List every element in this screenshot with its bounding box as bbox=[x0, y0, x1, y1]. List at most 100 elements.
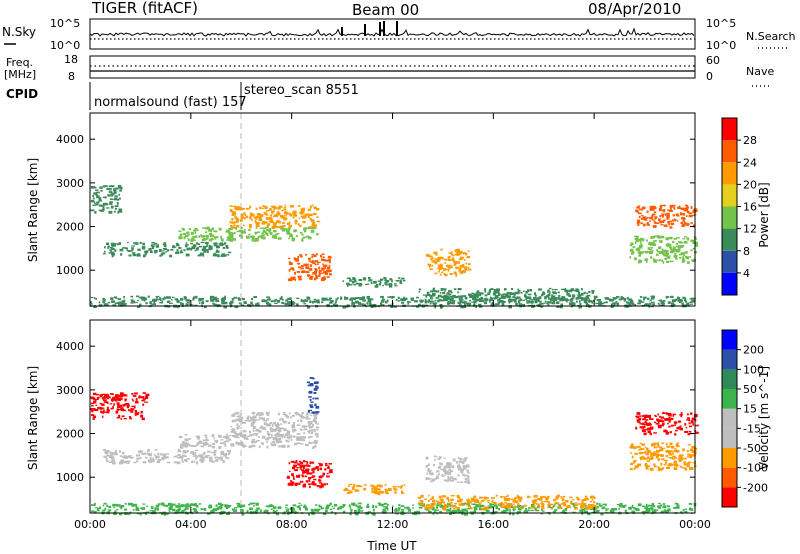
power-colorbar-label: Power [dB] bbox=[757, 182, 771, 247]
data-cell bbox=[468, 263, 471, 266]
data-cell bbox=[134, 410, 137, 412]
data-cell bbox=[312, 419, 317, 423]
data-cell bbox=[488, 506, 492, 509]
data-cell bbox=[322, 271, 326, 274]
data-cell bbox=[449, 293, 452, 296]
data-cell bbox=[552, 511, 556, 513]
data-cell bbox=[644, 421, 647, 424]
data-cell bbox=[214, 456, 219, 459]
data-cell bbox=[327, 258, 331, 262]
data-cell bbox=[312, 271, 315, 275]
data-cell bbox=[672, 240, 675, 244]
data-cell bbox=[595, 302, 599, 305]
data-cell bbox=[412, 504, 414, 506]
data-cell bbox=[437, 473, 440, 476]
data-cell bbox=[180, 504, 185, 507]
data-cell bbox=[483, 499, 486, 501]
data-cell bbox=[368, 302, 372, 306]
data-cell bbox=[110, 460, 114, 462]
data-cell bbox=[308, 259, 311, 262]
data-cell bbox=[106, 454, 110, 457]
data-cell bbox=[126, 249, 128, 252]
data-cell bbox=[414, 512, 418, 516]
data-cell bbox=[178, 237, 182, 240]
data-cell bbox=[306, 461, 309, 465]
data-cell bbox=[555, 496, 560, 499]
data-cell bbox=[226, 254, 230, 256]
data-cell bbox=[93, 297, 96, 300]
data-cell bbox=[429, 478, 433, 480]
data-cell bbox=[357, 505, 362, 509]
data-cell bbox=[274, 443, 277, 446]
data-cell bbox=[583, 300, 586, 302]
data-cell bbox=[227, 238, 232, 241]
data-cell bbox=[242, 435, 245, 438]
data-cell bbox=[243, 301, 247, 304]
data-cell bbox=[213, 303, 217, 306]
data-cell bbox=[96, 195, 100, 199]
data-cell bbox=[596, 502, 599, 505]
data-cell bbox=[259, 214, 264, 217]
data-cell bbox=[291, 426, 294, 428]
data-cell bbox=[318, 505, 322, 508]
data-cell bbox=[349, 512, 352, 516]
data-cell bbox=[438, 298, 442, 302]
data-cell bbox=[427, 299, 431, 303]
data-cell bbox=[670, 210, 673, 212]
data-cell bbox=[140, 512, 142, 516]
data-cell bbox=[318, 266, 321, 270]
data-cell bbox=[690, 303, 693, 305]
data-cell bbox=[316, 423, 319, 425]
data-cell bbox=[162, 250, 165, 252]
data-cell bbox=[225, 457, 230, 459]
data-cell bbox=[237, 206, 241, 208]
data-cell bbox=[252, 422, 255, 424]
data-cell bbox=[654, 235, 658, 237]
data-cell bbox=[579, 302, 582, 306]
colorbar-frame bbox=[721, 329, 738, 508]
data-cell bbox=[551, 295, 556, 299]
data-cell bbox=[290, 233, 292, 236]
colorbar-cell bbox=[722, 408, 737, 429]
data-cell bbox=[688, 422, 691, 425]
data-cell bbox=[278, 445, 282, 448]
data-cell bbox=[117, 504, 121, 506]
data-cell bbox=[461, 511, 465, 514]
data-cell bbox=[305, 468, 310, 471]
data-cell bbox=[123, 409, 126, 412]
data-cell bbox=[252, 429, 255, 432]
data-cell bbox=[301, 414, 303, 417]
data-cell bbox=[254, 433, 258, 436]
data-cell bbox=[694, 415, 698, 418]
data-cell bbox=[354, 489, 358, 492]
data-cell bbox=[387, 304, 392, 306]
data-cell bbox=[677, 248, 681, 252]
data-cell bbox=[654, 259, 656, 261]
data-cell bbox=[653, 242, 656, 245]
data-cell bbox=[381, 296, 384, 299]
data-cell bbox=[225, 244, 229, 247]
data-cell bbox=[678, 460, 682, 462]
data-cell bbox=[215, 299, 220, 302]
data-cell bbox=[298, 276, 301, 279]
data-cell bbox=[104, 502, 107, 505]
data-cell bbox=[111, 253, 115, 256]
data-cell bbox=[254, 231, 258, 234]
data-cell bbox=[533, 495, 537, 498]
data-cell bbox=[649, 457, 653, 461]
data-cell bbox=[453, 507, 456, 510]
colorbar-tick-label: 12 bbox=[743, 223, 757, 236]
data-cell bbox=[426, 304, 429, 306]
data-cell bbox=[692, 241, 695, 244]
data-cell bbox=[200, 253, 202, 255]
data-cell bbox=[156, 461, 161, 464]
data-cell bbox=[389, 296, 392, 299]
data-cell bbox=[353, 302, 355, 305]
data-cell bbox=[222, 459, 225, 463]
xtick-label: 04:00 bbox=[175, 518, 207, 531]
data-cell bbox=[454, 253, 458, 256]
data-cell bbox=[171, 503, 176, 506]
data-cell bbox=[637, 221, 641, 224]
data-cell bbox=[249, 502, 254, 505]
data-cell bbox=[616, 504, 620, 506]
